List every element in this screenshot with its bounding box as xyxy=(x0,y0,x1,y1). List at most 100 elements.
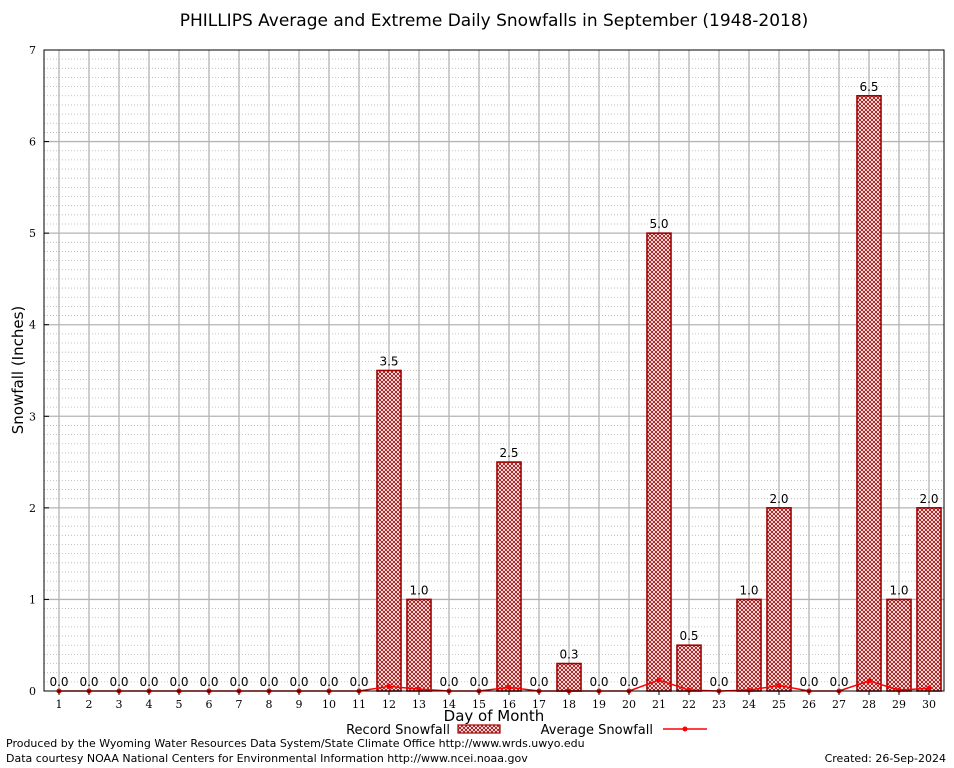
y-tick-label: 7 xyxy=(29,44,36,57)
average-marker xyxy=(656,677,662,683)
average-marker xyxy=(926,685,932,691)
bar-value-label: 6.5 xyxy=(859,80,878,94)
legend-average-label: Average Snowfall xyxy=(541,723,653,738)
y-tick-label: 3 xyxy=(29,410,36,423)
x-tick-label: 27 xyxy=(832,698,846,711)
record-bar xyxy=(406,598,432,692)
legend-record-label: Record Snowfall xyxy=(346,723,450,738)
footer-producer: Produced by the Wyoming Water Resources … xyxy=(6,737,585,750)
x-tick-label: 14 xyxy=(442,698,456,711)
x-tick-label: 11 xyxy=(352,698,366,711)
grid xyxy=(44,50,944,691)
x-tick-label: 22 xyxy=(682,698,696,711)
x-axis-label: Day of Month xyxy=(444,707,545,725)
bar-value-label: 0.3 xyxy=(559,648,578,662)
legend: Record Snowfall Average Snowfall xyxy=(346,723,707,738)
legend-average-marker xyxy=(682,726,688,732)
bar-value-label: 0.0 xyxy=(829,675,848,689)
bar-value-label: 2.0 xyxy=(919,492,938,506)
y-tick-label: 1 xyxy=(29,593,36,606)
bar-value-label: 0.5 xyxy=(679,629,698,643)
x-tick-label: 26 xyxy=(802,698,816,711)
x-tick-label: 28 xyxy=(862,698,876,711)
average-marker xyxy=(776,683,782,689)
record-bar xyxy=(646,232,672,692)
plot-frame xyxy=(43,49,945,692)
y-tick-label: 6 xyxy=(29,136,36,149)
bar-value-label: 0.0 xyxy=(109,675,128,689)
footer-data-source: Data courtesy NOAA National Centers for … xyxy=(6,752,528,765)
bar-value-label: 1.0 xyxy=(409,583,428,597)
bar-value-label: 0.0 xyxy=(169,675,188,689)
x-tick-label: 1 xyxy=(56,698,63,711)
y-tick-label: 4 xyxy=(29,319,36,332)
y-tick-label: 5 xyxy=(29,227,36,240)
x-tick-label: 7 xyxy=(236,698,243,711)
x-tick-label: 17 xyxy=(532,698,546,711)
bar-value-label: 0.0 xyxy=(589,675,608,689)
bar-value-label: 0.0 xyxy=(619,675,638,689)
record-bar xyxy=(556,662,582,692)
bar-value-label: 0.0 xyxy=(139,675,158,689)
y-tick-label: 2 xyxy=(29,502,36,515)
footer-created-date: Created: 26-Sep-2024 xyxy=(824,752,946,765)
x-tick-label: 16 xyxy=(502,698,516,711)
bar-value-label: 1.0 xyxy=(739,583,758,597)
x-tick-label: 20 xyxy=(622,698,636,711)
bar-value-label: 2.5 xyxy=(499,446,518,460)
bar-value-label: 0.0 xyxy=(349,675,368,689)
x-tick-label: 8 xyxy=(266,698,273,711)
y-axis-label: Snowfall (Inches) xyxy=(9,306,27,434)
x-tick-label: 5 xyxy=(176,698,183,711)
record-bar xyxy=(916,507,942,692)
bar-value-label: 0.0 xyxy=(199,675,218,689)
x-tick-label: 13 xyxy=(412,698,426,711)
x-tick-label: 24 xyxy=(742,698,756,711)
x-tick-label: 21 xyxy=(652,698,666,711)
record-bar xyxy=(886,598,912,692)
record-bar xyxy=(856,94,882,692)
y-tick-label: 0 xyxy=(29,685,36,698)
bar-value-label: 0.0 xyxy=(709,675,728,689)
x-tick-label: 29 xyxy=(892,698,906,711)
bar-value-label: 0.0 xyxy=(469,675,488,689)
bar-value-label: 0.0 xyxy=(259,675,278,689)
x-tick-label: 4 xyxy=(146,698,153,711)
legend-record-swatch xyxy=(457,724,501,734)
bar-value-label: 2.0 xyxy=(769,492,788,506)
record-bar xyxy=(766,507,792,692)
bar-labels: 0.0 0.0 0.0 0.0 0.0 0.0 0.0 0.0 0.0 0.0 0.0 3.5 1.0 0… xyxy=(49,80,938,689)
x-tick-label: 25 xyxy=(772,698,786,711)
bar-value-label: 0.0 xyxy=(799,675,818,689)
x-tick-label: 10 xyxy=(322,698,336,711)
bar-value-label: 0.0 xyxy=(229,675,248,689)
record-bar xyxy=(376,369,402,692)
bar-value-label: 0.0 xyxy=(49,675,68,689)
bar-value-label: 0.0 xyxy=(439,675,458,689)
record-bar xyxy=(736,598,762,692)
bar-value-label: 0.0 xyxy=(79,675,98,689)
bar-value-label: 0.0 xyxy=(289,675,308,689)
average-marker xyxy=(386,683,392,689)
x-tick-label: 23 xyxy=(712,698,726,711)
bar-value-label: 1.0 xyxy=(889,583,908,597)
chart-title: PHILLIPS Average and Extreme Daily Snowf… xyxy=(180,11,809,31)
record-bar xyxy=(496,461,522,692)
x-tick-label: 3 xyxy=(116,698,123,711)
x-tick-label: 30 xyxy=(922,698,936,711)
x-tick-label: 6 xyxy=(206,698,213,711)
x-tick-label: 19 xyxy=(592,698,606,711)
average-marker xyxy=(866,678,872,684)
x-tick-label: 9 xyxy=(296,698,303,711)
x-tick-label: 18 xyxy=(562,698,576,711)
bar-value-label: 3.5 xyxy=(379,355,398,369)
bar-value-label: 0.0 xyxy=(529,675,548,689)
average-marker xyxy=(506,684,512,690)
x-tick-label: 12 xyxy=(382,698,396,711)
x-tick-label: 15 xyxy=(472,698,486,711)
average-marker xyxy=(416,686,422,692)
record-bar xyxy=(676,644,702,692)
x-tick-label: 2 xyxy=(86,698,93,711)
